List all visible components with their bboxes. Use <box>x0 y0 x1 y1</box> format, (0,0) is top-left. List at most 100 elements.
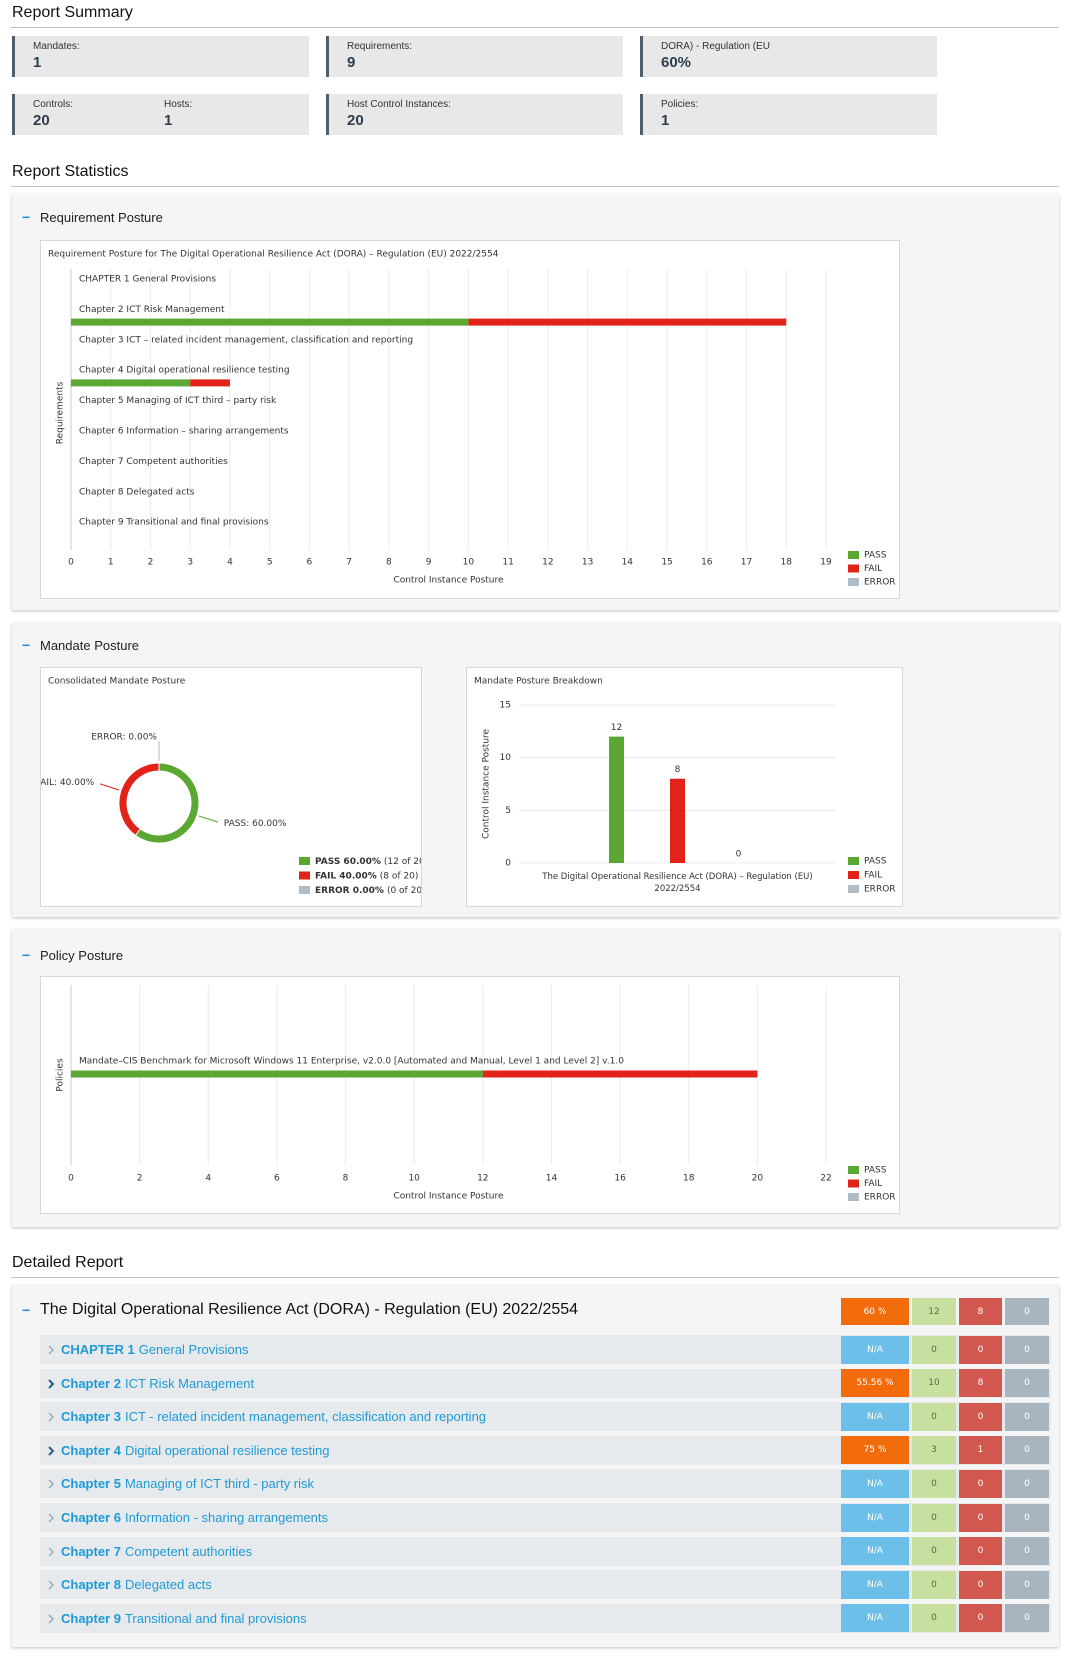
score-cell: N/A <box>841 1503 909 1532</box>
summary-card: DORA) - Regulation (EU 60% <box>640 36 937 77</box>
chart: Mandate Posture Breakdown 0 5 10 15 The Digit… <box>474 677 896 895</box>
expand-icon[interactable] <box>47 1513 55 1523</box>
legend-swatch <box>848 1193 859 1201</box>
row-prefix: Chapter 3 <box>61 1409 121 1425</box>
error-cell: 0 <box>1005 1436 1049 1465</box>
expand-icon[interactable] <box>47 1412 55 1422</box>
chart: Requirement Posture for The Digital Oper… <box>48 250 896 588</box>
expand-icon[interactable] <box>47 1614 55 1624</box>
fail-cell: 1 <box>959 1436 1002 1465</box>
detailed-panel: − The Digital Operational Resilience Act… <box>12 1285 1059 1647</box>
row-prefix: CHAPTER 1 <box>61 1342 135 1357</box>
card-value: 9 <box>347 54 356 71</box>
x-tick-label: 0 <box>68 558 74 568</box>
fail-cell: 0 <box>959 1402 1002 1431</box>
legend-label: FAIL <box>864 871 882 881</box>
x-tick-label: 11 <box>502 558 513 568</box>
category-label: CHAPTER 1 General Provisions <box>79 275 216 285</box>
card-value: 60% <box>661 54 692 71</box>
x-tick-label: 12 <box>477 1174 488 1184</box>
row-title[interactable]: Chapter 9 Transitional and final provisio… <box>61 1611 307 1626</box>
row-name: Managing of ICT third - party risk <box>124 1476 315 1492</box>
legend-swatch <box>848 1166 859 1174</box>
expand-icon[interactable] <box>47 1580 55 1590</box>
expand-icon[interactable] <box>47 1378 55 1389</box>
legend-swatch <box>848 871 859 879</box>
chevron <box>48 1412 54 1422</box>
expand-icon[interactable] <box>47 1479 55 1489</box>
row-title[interactable]: Chapter 3 ICT - related incident manageme… <box>61 1409 486 1424</box>
legend-note: (8 of 20) <box>380 871 419 881</box>
row-title[interactable]: Chapter 7 Competent authorities <box>61 1544 252 1559</box>
chart-title: Mandate Posture Breakdown <box>474 677 603 687</box>
chart-box: Requirement Posture for The Digital Oper… <box>40 240 900 599</box>
legend-label: PASS <box>864 857 887 867</box>
x-tick-label: 18 <box>781 558 793 568</box>
row-name: ICT - related incident management, class… <box>124 1409 487 1425</box>
collapse-icon[interactable]: − <box>22 1302 31 1318</box>
y-tick-label: 0 <box>505 859 511 869</box>
x-tick-label: 22 <box>820 1174 831 1184</box>
collapse-icon[interactable]: − <box>22 637 31 653</box>
row-title[interactable]: Chapter 5 Managing of ICT third - party r… <box>61 1476 314 1491</box>
card-value: 1 <box>33 54 42 71</box>
legend-label: FAIL 40.00% (8 of 20) <box>315 871 418 881</box>
pass-cell: 0 <box>912 1503 956 1532</box>
x-tick-label: 12 <box>542 558 553 568</box>
score-cell: N/A <box>841 1402 909 1431</box>
summary-card: Policies: 1 <box>640 94 937 135</box>
score-cell: 55.56 % <box>841 1369 909 1398</box>
expand-icon[interactable] <box>47 1345 55 1355</box>
chevron <box>48 1547 54 1557</box>
score-cell: N/A <box>841 1570 909 1599</box>
error-cell: 0 <box>1005 1503 1049 1532</box>
bar <box>609 736 624 863</box>
x-axis-label: Control Instance Posture <box>393 576 504 586</box>
error-cell: 0 <box>1005 1298 1049 1325</box>
legend-swatch <box>848 857 859 865</box>
collapse-icon[interactable]: − <box>22 947 31 963</box>
x-tick-label: 4 <box>227 558 233 568</box>
legend-label: PASS <box>864 551 887 561</box>
category-label: Chapter 3 ICT – related incident managem… <box>79 335 413 345</box>
collapse-icon[interactable]: − <box>22 209 31 225</box>
y-axis-label: Control Instance Posture <box>482 728 492 839</box>
pass-cell: 0 <box>912 1604 956 1633</box>
x-tick-label: 17 <box>741 558 752 568</box>
x-tick-label: 10 <box>408 1174 420 1184</box>
row-title[interactable]: Chapter 8 Delegated acts <box>61 1577 212 1592</box>
card-label: Host Control Instances: <box>347 99 451 110</box>
pass-cell: 3 <box>912 1436 956 1465</box>
bar-segment <box>190 379 230 387</box>
row-name: ICT Risk Management <box>124 1375 255 1391</box>
row-title[interactable]: Chapter 4 Digital operational resilience … <box>61 1443 329 1458</box>
legend-label: ERROR <box>864 1193 896 1203</box>
data-label: 12 <box>611 723 622 733</box>
legend-label: PASS 60.00%(12 of 20) <box>315 857 421 867</box>
chevron <box>48 1446 55 1456</box>
data-label: 8 <box>675 765 681 775</box>
pass-cell: 12 <box>912 1298 956 1325</box>
x-tick-label: 18 <box>683 1174 695 1184</box>
divider <box>11 27 1059 28</box>
data-label: FAIL: 40.00% <box>41 778 95 788</box>
card-label: Requirements: <box>347 41 413 52</box>
error-cell: 0 <box>1005 1570 1049 1599</box>
card-label: Policies: <box>661 99 699 110</box>
section-title: Policy Posture <box>40 948 124 963</box>
row-prefix: Chapter 6 <box>61 1510 121 1525</box>
legend-label: ERROR 0.00%(0 of 20) <box>315 886 421 896</box>
expand-icon[interactable] <box>47 1446 55 1456</box>
chevron <box>48 1378 55 1389</box>
chart-box: 0 2 4 6 8 10 12 14 16 18 20 22 Mandate–CIS Benchmark… <box>40 976 900 1214</box>
legend-label: ERROR <box>864 578 896 588</box>
card-label: Mandates: <box>33 41 80 52</box>
score-cell: N/A <box>841 1604 909 1633</box>
row-title[interactable]: Chapter 6 Information - sharing arrangeme… <box>61 1510 328 1525</box>
expand-icon[interactable] <box>47 1547 55 1557</box>
row-title[interactable]: Chapter 2 ICT Risk Management <box>61 1376 254 1391</box>
legend-swatch <box>848 551 859 559</box>
row-title[interactable]: CHAPTER 1 General Provisions <box>61 1342 249 1357</box>
card-value: 1 <box>164 112 173 129</box>
